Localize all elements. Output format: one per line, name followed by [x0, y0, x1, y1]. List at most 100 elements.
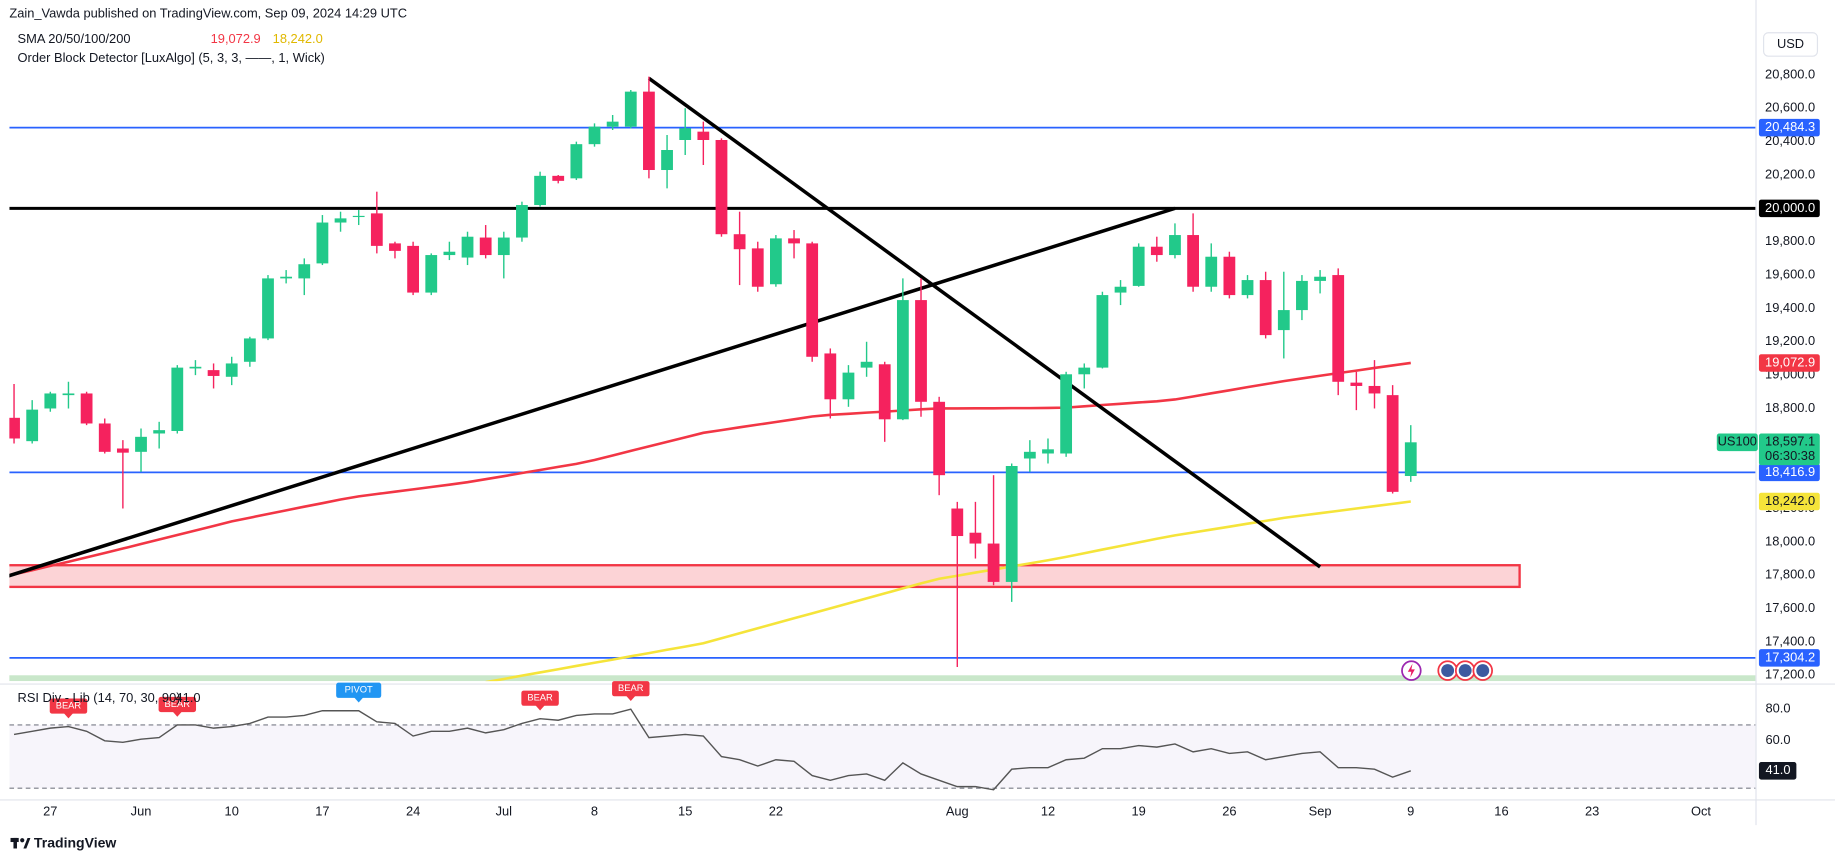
signal-bg [49, 698, 88, 714]
candle-body [1060, 374, 1073, 454]
rsi-value: 41.0 [176, 690, 201, 705]
rsi-tag: 41.0 [1765, 762, 1790, 777]
x-tick-label: 23 [1585, 804, 1599, 819]
x-tick-label: Sep [1309, 804, 1332, 819]
candle-body [389, 243, 401, 251]
candle-body [262, 278, 274, 339]
currency-button[interactable] [1763, 32, 1819, 57]
candle-body [1386, 395, 1399, 492]
candle-body [951, 508, 964, 537]
signal-label: BEAR [527, 693, 553, 703]
candle-body [969, 532, 982, 544]
candle-body [1205, 256, 1218, 287]
candle-body [135, 436, 147, 452]
x-tick-label: Aug [946, 804, 969, 819]
y-tick-label: 18,000.0 [1765, 533, 1815, 548]
x-tick-label: 17 [315, 804, 329, 819]
trendline [9, 206, 1176, 578]
candle-body [643, 91, 655, 171]
x-tick-label: 22 [769, 804, 783, 819]
signal-bg [336, 682, 382, 698]
signal-pointer [626, 695, 636, 701]
indicator-legend: Order Block Detector [LuxAlgo] (5, 3, 3,… [18, 50, 325, 65]
y-tick-label: 17,400.0 [1765, 633, 1815, 648]
candle-body [280, 276, 293, 279]
trendline [647, 76, 1322, 569]
rsi-band-fill [9, 724, 1756, 789]
candle-body [751, 248, 764, 287]
x-tick-label: 19 [1132, 804, 1146, 819]
y-tick-label: 19,200.0 [1765, 333, 1815, 348]
order-block [9, 564, 1521, 589]
y-tick-label: 19,600.0 [1765, 266, 1815, 281]
candle-body [1241, 280, 1254, 296]
candle-body [733, 234, 746, 250]
candle-body [915, 300, 927, 402]
price-tag: 18,416.9 [1765, 464, 1815, 479]
signal-label: BEAR [56, 701, 82, 711]
candle-body [9, 417, 20, 439]
price-tag: 17,304.2 [1765, 649, 1815, 664]
y-tick-label: 17,600.0 [1765, 600, 1815, 615]
candle-body [1096, 295, 1109, 368]
event-icons[interactable] [1401, 660, 1493, 681]
sma-tag: 18,242.0 [1765, 493, 1815, 508]
candle-body [443, 251, 456, 256]
candle-body [570, 144, 583, 179]
rsi-tick-label: 60.0 [1765, 732, 1790, 747]
price-tag-bg [1758, 118, 1820, 137]
candle-body [588, 126, 601, 145]
price-tag-bg [1758, 199, 1820, 218]
candle-body [1114, 286, 1127, 293]
currency-label[interactable]: USD [1777, 36, 1804, 51]
candle-body [552, 175, 565, 181]
candle-body [661, 149, 673, 171]
sma-tag-bg [1758, 354, 1820, 372]
rsi-tick-label: 80.0 [1765, 701, 1790, 716]
candle-body [407, 245, 420, 293]
price-tag: 20,000.0 [1765, 200, 1815, 215]
candle-body [1332, 275, 1345, 382]
brand-name: TradingView [34, 834, 116, 850]
candle-body [98, 423, 111, 452]
order-block [9, 675, 1756, 682]
price-tag-bg [1758, 463, 1820, 482]
y-tick-label: 20,800.0 [1765, 66, 1815, 81]
candle-body [715, 139, 728, 235]
publisher-line: Zain_Vawda published on TradingView.com,… [9, 5, 407, 20]
candle-body [1005, 466, 1018, 582]
candle-body [933, 401, 946, 476]
candle-body [896, 300, 909, 420]
y-tick-label: 19,400.0 [1765, 300, 1815, 315]
x-tick-label: 12 [1041, 804, 1055, 819]
candle-body [1296, 280, 1308, 311]
overlay: 17,200.0 17,400.0 17,600.0 17,800.0 18,000.0… [43, 66, 1820, 819]
rsi-tag-bg [1758, 762, 1797, 780]
symbol-tag-bg [1716, 433, 1758, 452]
candle-body [1314, 276, 1326, 281]
brand-logo [10, 837, 31, 849]
sma-legend: SMA 20/50/100/200 [18, 31, 131, 46]
price-tag-bg [1758, 649, 1820, 667]
candle-body [606, 121, 619, 127]
signal-pointer [535, 705, 545, 711]
countdown: 06:30:38 [1765, 448, 1815, 463]
y-tick-label: 17,200.0 [1765, 667, 1815, 682]
candle-body [316, 222, 329, 264]
y-tick-label: 20,400.0 [1765, 133, 1815, 148]
candle-body [824, 353, 837, 400]
candle-body [352, 215, 365, 218]
candle-body [116, 448, 129, 453]
sma-value: 19,072.9 [211, 31, 261, 46]
candle-body [26, 409, 39, 442]
candle-body [516, 205, 528, 238]
candle-body [62, 393, 75, 396]
candle-body [479, 237, 492, 256]
signal-pointer [63, 713, 74, 719]
y-tick-label: 20,600.0 [1765, 100, 1815, 115]
candle-body [243, 338, 256, 362]
x-tick-label: 16 [1494, 804, 1508, 819]
x-tick-label: Jun [131, 804, 152, 819]
signal-label: PIVOT [345, 685, 373, 695]
